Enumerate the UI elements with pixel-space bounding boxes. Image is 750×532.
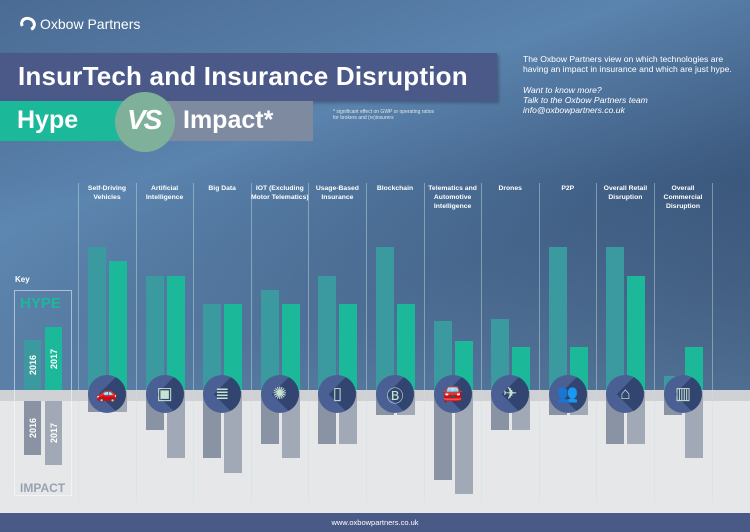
bar-hype-2016 — [606, 247, 625, 390]
vs-label: VS — [127, 104, 162, 135]
column-divider — [366, 183, 367, 503]
column-divider — [711, 183, 713, 503]
database-icon: ≣ — [203, 375, 242, 413]
category-label: Overall Commercial Disruption — [663, 185, 703, 210]
column-divider — [135, 183, 137, 503]
retail-store-icon: ⌂ — [606, 375, 645, 413]
column-divider — [78, 183, 79, 503]
cta-line: Want to know more? — [523, 84, 602, 95]
blockchain-icon: Ⓑ — [376, 375, 414, 413]
hype-banner: Hype — [0, 101, 130, 141]
footnote-line: for brokers and (re)insurers — [333, 115, 394, 121]
peer-network-icon: 👥 — [548, 375, 587, 413]
drone-icon: ✈ — [491, 375, 530, 413]
bar-hype-2016 — [433, 321, 452, 390]
key-year: 2017 — [48, 348, 59, 369]
column-divider — [481, 183, 483, 503]
column-divider — [193, 183, 195, 503]
robot-icon: ▣ — [145, 375, 184, 413]
baseline-band — [0, 390, 750, 401]
category-label: Telematics and Automotive Intelligence — [428, 185, 477, 210]
bar-hype-2016 — [318, 275, 337, 390]
key-hype-2017: 2017 — [45, 327, 62, 390]
footer-url[interactable]: www.oxbowpartners.co.uk — [331, 518, 419, 527]
category-label: P2P — [561, 185, 575, 192]
bar-hype-2016 — [548, 247, 567, 390]
key-impact-2016: 2016 — [24, 401, 41, 455]
connected-car-icon: 🚘 — [433, 375, 472, 413]
impact-label: Impact* — [183, 106, 274, 134]
category-label: Big Data — [208, 185, 236, 192]
bar-hype-2017 — [166, 275, 185, 390]
bar-hype-2017 — [397, 304, 415, 390]
key-hype-2016: 2016 — [24, 340, 41, 390]
intro-description: The Oxbow Partners view on which technol… — [523, 54, 732, 75]
key-year: 2016 — [27, 417, 38, 439]
intro-text: The Oxbow Partners view on which technol… — [523, 54, 743, 115]
column-divider — [596, 183, 598, 503]
column-divider — [423, 183, 425, 503]
column-divider — [308, 183, 310, 503]
category-label: Blockchain — [376, 185, 414, 192]
key-hype-label: HYPE — [20, 295, 61, 312]
column-divider — [250, 183, 252, 503]
bar-hype-2017 — [281, 304, 300, 390]
key-impact-label: IMPACT — [20, 481, 66, 495]
car-icon: 🚗 — [88, 375, 126, 413]
bar-hype-2016 — [203, 304, 222, 390]
key-year: 2016 — [27, 354, 38, 376]
bar-hype-2016 — [260, 289, 279, 390]
key-year: 2017 — [48, 422, 59, 444]
column-divider — [538, 183, 540, 503]
cta-line: Talk to the Oxbow Partners team — [523, 94, 648, 105]
bar-hype-2017 — [339, 304, 358, 390]
bar-hype-2016 — [145, 275, 164, 390]
oxbow-logo: Oxbow Partners — [18, 14, 141, 34]
category-label: Usage-Based Insurance — [315, 185, 359, 201]
vs-badge: VS — [115, 92, 175, 152]
key-box — [14, 290, 72, 496]
contact-email[interactable]: info@oxbowpartners.co.uk — [523, 105, 625, 116]
footer: www.oxbowpartners.co.uk — [0, 513, 750, 532]
brand-name: Oxbow Partners — [40, 16, 141, 32]
iot-hub-icon: ✺ — [260, 375, 299, 413]
category-label: Artificial Intelligence — [145, 185, 184, 201]
smartphone-icon: ▯ — [318, 375, 357, 413]
bar-hype-2016 — [376, 247, 394, 390]
commercial-building-icon: ▥ — [664, 375, 702, 413]
oxbow-logo-icon — [18, 14, 38, 34]
key-impact-2017: 2017 — [45, 401, 62, 465]
category-label: Drones — [498, 185, 522, 192]
hype-label: Hype — [17, 106, 79, 134]
impact-banner: Impact* — [150, 101, 313, 141]
bar-hype-2017 — [224, 304, 243, 390]
title-banner: InsurTech and Insurance Disruption — [0, 53, 497, 101]
category-label: IOT (Excluding Motor Telematics) — [250, 185, 309, 201]
column-divider — [654, 183, 655, 503]
bar-impact-2017 — [454, 391, 473, 494]
footnote: * significant effect on GWP or operating… — [333, 109, 434, 121]
category-label: Self-Driving Vehicles — [87, 185, 127, 201]
key-label: Key — [15, 275, 30, 284]
bar-hype-2017 — [109, 261, 127, 390]
footnote-line: * significant effect on GWP or operating… — [333, 109, 434, 115]
page-title: InsurTech and Insurance Disruption — [18, 61, 468, 91]
bar-hype-2016 — [491, 318, 510, 390]
category-label: Overall Retail Disruption — [603, 185, 648, 201]
bar-hype-2017 — [627, 275, 646, 390]
bar-impact-2016 — [433, 391, 452, 480]
bar-hype-2016 — [88, 247, 106, 390]
